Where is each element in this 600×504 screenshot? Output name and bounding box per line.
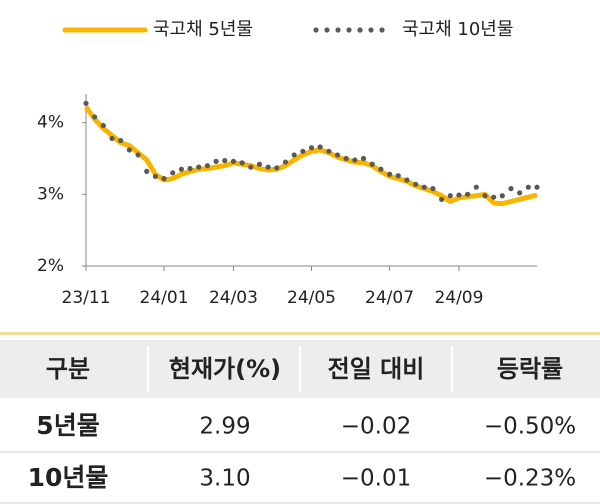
data-point [274,165,280,171]
data-point [473,184,479,190]
data-point [456,192,462,198]
data-point [170,170,176,176]
legend-swatch [335,27,341,33]
data-point [517,190,523,196]
data-point [430,186,436,192]
table-cell: 10년물 [28,463,109,492]
data-point [482,193,488,199]
y-tick-label: 3% [37,184,64,204]
data-point [421,184,427,190]
data-point [265,164,271,170]
data-point [144,168,150,174]
legend-swatch [324,27,330,33]
data-point [178,166,185,172]
x-tick-label: 24/05 [287,288,336,308]
legend-label: 국고채 10년물 [402,19,513,40]
table-cell: 5년물 [36,411,99,440]
table-cell: −0.50% [484,414,576,440]
data-point [308,145,315,151]
table-header-cell: 등락률 [497,355,563,383]
data-point [92,114,98,120]
data-point [352,157,358,163]
data-point [438,196,445,202]
data-point [300,148,306,154]
data-point [395,173,401,179]
x-tick-label: 24/01 [140,288,189,308]
data-point [369,161,375,167]
y-tick-label: 2% [37,256,64,276]
table-cell: −0.23% [484,466,576,492]
data-point [404,177,410,183]
table-header-cell: 전일 대비 [328,355,425,383]
data-point [525,184,531,190]
data-point [378,166,384,172]
data-point [334,152,341,158]
table-cell: 3.10 [199,466,250,492]
x-tick-label: 23/11 [62,288,111,308]
data-point [83,100,89,106]
data-point [360,155,367,162]
data-point [386,171,393,177]
table-cell: 2.99 [199,414,250,440]
data-point [239,160,245,166]
legend-swatch [346,27,352,33]
legend-swatch [368,27,374,33]
data-point [152,173,158,180]
data-point [465,191,471,197]
data-point [447,193,453,199]
legend-swatch [357,27,363,33]
table-header-cell: 구분 [46,355,90,383]
data-point [534,184,540,190]
data-point [135,152,141,158]
table-cell: −0.02 [341,414,411,440]
x-tick-label: 24/07 [365,288,414,308]
data-point [109,135,115,142]
data-point [187,165,193,172]
series-line [83,105,538,207]
x-tick-label: 24/09 [434,288,483,308]
data-point [508,186,514,192]
data-point [100,122,106,129]
data-point [222,158,228,164]
legend-label: 국고채 5년물 [153,19,253,40]
data-point [256,161,263,167]
data-point [343,155,349,162]
data-point [491,194,497,200]
legend-swatch [313,27,319,33]
x-tick-label: 24/03 [209,288,258,308]
data-point [326,148,332,154]
data-point [118,137,124,144]
table-header-cell: 현재가(%) [169,355,281,383]
data-point [213,158,219,164]
data-point [248,164,254,170]
data-point [499,193,505,199]
data-point [161,175,167,182]
data-point [126,147,132,153]
data-point [291,152,297,158]
y-tick-label: 4% [37,113,64,133]
data-point [317,144,323,150]
data-point [196,164,202,170]
legend-swatch [379,27,385,33]
divider [0,332,600,335]
data-point [230,158,237,164]
data-point [204,163,211,169]
data-point [412,181,419,187]
table-cell: −0.01 [341,466,411,492]
data-point [282,159,289,165]
